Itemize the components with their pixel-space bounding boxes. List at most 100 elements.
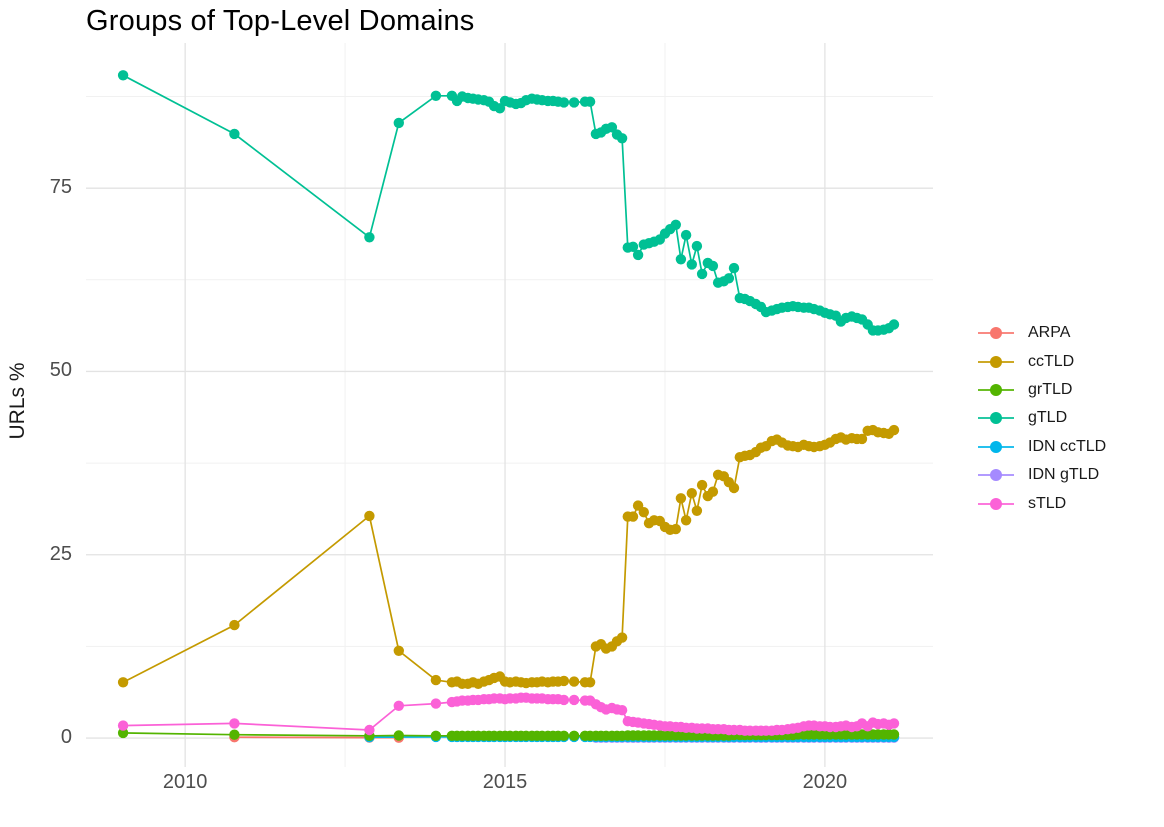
data-point-gtld — [606, 122, 618, 133]
data-point-cctld — [627, 511, 639, 522]
legend-item-gtld: gTLD — [978, 404, 1106, 432]
legend-item-cctld: ccTLD — [978, 347, 1106, 375]
data-point-gtld — [632, 249, 644, 261]
legend-item-arpa: ARPA — [978, 319, 1106, 347]
legend-label: IDN ccTLD — [1028, 437, 1107, 455]
legend-key-dot — [990, 440, 1002, 453]
legend-key-icon-gtld — [978, 411, 1014, 425]
legend-key-icon-idn-gtld — [978, 468, 1014, 482]
legend-item-grtld: grTLD — [978, 376, 1106, 404]
data-point-cctld — [558, 675, 570, 687]
data-point-gtld — [691, 240, 703, 252]
data-point-gtld — [558, 97, 570, 108]
data-point-stld — [229, 718, 240, 729]
data-point-stld — [568, 694, 580, 706]
series-line-gtld — [122, 74, 895, 332]
data-point-gtld — [675, 254, 687, 265]
data-point-gtld — [670, 219, 681, 230]
data-point-gtld — [888, 319, 900, 330]
data-point-cctld — [584, 677, 596, 688]
data-point-gtld — [707, 260, 719, 272]
x-tick-label: 2015 — [482, 771, 528, 793]
legend-label: grTLD — [1028, 380, 1073, 398]
data-point-gtld — [117, 70, 129, 81]
legend-key-dot — [990, 383, 1002, 396]
data-point-gtld — [627, 241, 639, 252]
y-tick-label: 75 — [49, 176, 72, 199]
y-tick-label: 0 — [60, 726, 72, 749]
legend-key-dot — [990, 497, 1002, 510]
data-point-cctld — [117, 677, 129, 688]
data-point-gtld — [430, 90, 442, 102]
y-tick-label: 50 — [49, 359, 72, 382]
x-tick-label: 2020 — [802, 771, 848, 793]
data-point-stld — [888, 718, 900, 729]
series-line-cctld — [122, 429, 895, 685]
data-point-grtld — [430, 730, 442, 741]
data-point-cctld — [707, 486, 719, 497]
chart-title: Groups of Top-Level Domains — [86, 5, 475, 37]
data-point-cctld — [691, 505, 703, 516]
data-point-gtld — [696, 268, 708, 280]
data-point-grtld — [393, 730, 404, 741]
legend-key-icon-cctld — [978, 355, 1014, 369]
legend-label: ARPA — [1028, 324, 1071, 342]
y-axis-title: URLs % — [6, 362, 29, 440]
data-point-cctld — [856, 433, 868, 445]
data-point-cctld — [229, 619, 240, 631]
data-point-gtld — [616, 133, 628, 144]
data-point-cctld — [638, 507, 649, 518]
data-point-grtld — [888, 729, 900, 740]
data-point-grtld — [558, 730, 570, 741]
data-point-cctld — [430, 674, 442, 686]
data-point-grtld — [117, 727, 129, 739]
data-point-cctld — [616, 632, 628, 643]
data-point-stld — [393, 700, 404, 711]
legend-key-icon-stld — [978, 497, 1014, 511]
legend-label: ccTLD — [1028, 352, 1075, 370]
legend-item-stld: sTLD — [978, 489, 1106, 517]
data-point-cctld — [364, 510, 375, 522]
y-tick-label: 25 — [49, 542, 72, 565]
data-point-cctld — [686, 488, 697, 499]
data-point-gtld — [723, 273, 735, 284]
legend-key-icon-grtld — [978, 383, 1014, 397]
legend-key-icon-arpa — [978, 326, 1014, 340]
data-point-cctld — [393, 645, 404, 656]
legend-label: gTLD — [1028, 409, 1068, 427]
legend-label: sTLD — [1028, 494, 1067, 512]
data-point-gtld — [393, 117, 404, 129]
data-point-gtld — [584, 96, 596, 107]
data-point-stld — [558, 694, 570, 706]
data-point-cctld — [680, 515, 692, 526]
data-point-gtld — [568, 97, 580, 108]
data-point-stld — [117, 720, 129, 731]
data-point-gtld — [680, 229, 692, 241]
legend-key-dot — [990, 355, 1002, 368]
legend: ARPA ccTLD grTLD gTLD IDN ccTLD IDN gTLD sTLD — [978, 319, 1106, 518]
data-point-gtld — [364, 232, 375, 243]
data-point-gtld — [686, 259, 697, 270]
data-point-gtld — [229, 128, 240, 140]
legend-key-dot — [990, 469, 1002, 482]
legend-key-icon-idn-cctld — [978, 440, 1014, 454]
legend-label: IDN gTLD — [1028, 466, 1100, 484]
legend-item-idn-gtld: IDN gTLD — [978, 461, 1106, 489]
legend-key-dot — [990, 327, 1002, 340]
data-point-cctld — [888, 424, 900, 436]
data-point-stld — [364, 724, 375, 736]
data-point-cctld — [696, 479, 708, 491]
data-point-stld — [616, 705, 628, 716]
legend-item-idn-cctld: IDN ccTLD — [978, 433, 1106, 461]
data-point-gtld — [494, 103, 506, 114]
data-point-cctld — [568, 676, 580, 687]
data-point-grtld — [568, 730, 580, 741]
x-tick-label: 2010 — [162, 771, 208, 793]
data-point-gtld — [728, 262, 740, 274]
data-point-cctld — [670, 523, 681, 535]
data-point-stld — [430, 698, 442, 709]
data-point-cctld — [728, 482, 740, 494]
data-point-cctld — [675, 493, 687, 504]
